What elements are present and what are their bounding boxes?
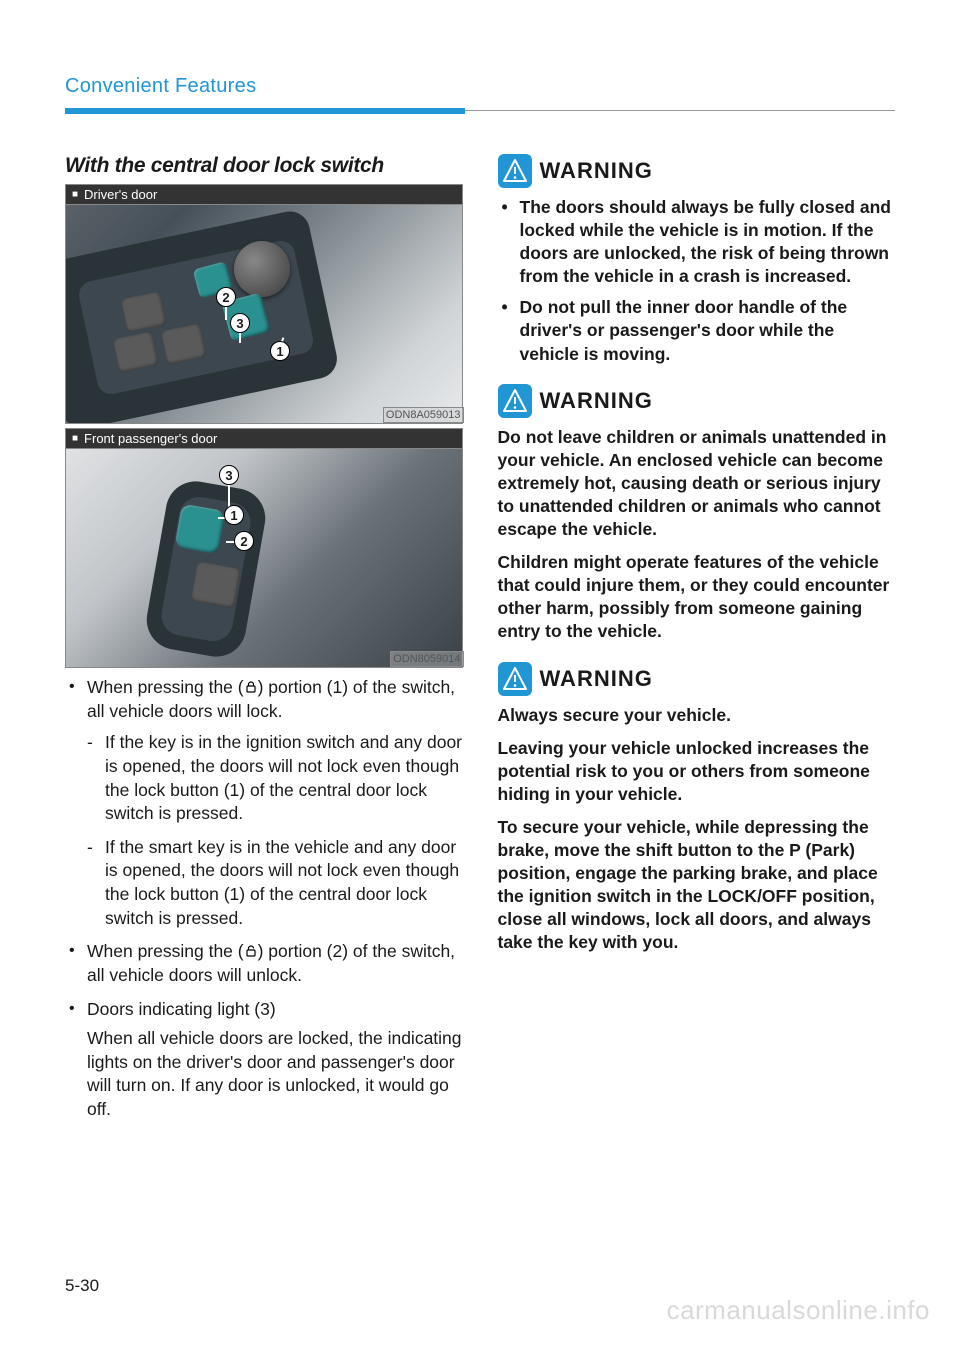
figure-image: 3 1 2 <box>65 448 463 668</box>
warning-block-3: WARNING Always secure your vehicle. Leav… <box>498 662 896 955</box>
warning-header: WARNING <box>498 662 896 696</box>
header-divider <box>65 108 895 114</box>
warning-icon <box>498 154 532 188</box>
list-item: When pressing the () portion (1) of the … <box>65 676 463 930</box>
figure-label: Front passenger's door <box>65 428 463 448</box>
unlock-icon <box>244 941 258 955</box>
warning-item: Do not pull the inner door handle of the… <box>498 296 896 365</box>
warning-block-2: WARNING Do not leave children or animals… <box>498 384 896 644</box>
watermark: carmanualsonline.info <box>667 1295 930 1326</box>
content-columns: With the central door lock switch Driver… <box>65 154 895 1132</box>
warning-item: The doors should always be fully closed … <box>498 196 896 288</box>
callout-1: 1 <box>224 505 244 525</box>
warning-block-1: WARNING The doors should always be fully… <box>498 154 896 366</box>
sub-list: If the key is in the ignition switch and… <box>87 731 463 930</box>
figure-code: ODN8059014 <box>391 652 462 666</box>
lock-icon <box>244 677 258 691</box>
warning-para: Always secure your vehicle. <box>498 704 896 727</box>
header-title: Convenient Features <box>65 75 895 98</box>
callout-2: 2 <box>216 287 236 307</box>
warning-para: To secure your vehicle, while depressing… <box>498 816 896 955</box>
callout-3: 3 <box>219 465 239 485</box>
warning-para: Do not leave children or animals unatten… <box>498 426 896 541</box>
right-column: WARNING The doors should always be fully… <box>498 154 896 1132</box>
section-title: With the central door lock switch <box>65 154 463 178</box>
sub-list-item: If the smart key is in the vehicle and a… <box>87 836 463 931</box>
list-item: When pressing the () portion (2) of the … <box>65 940 463 987</box>
warning-header: WARNING <box>498 384 896 418</box>
warning-icon <box>498 662 532 696</box>
figure-image: 2 3 1 <box>65 204 463 424</box>
list-item: Doors indicating light (3) When all vehi… <box>65 998 463 1122</box>
warning-para: Children might operate features of the v… <box>498 551 896 643</box>
warning-para: Leaving your vehicle unlocked increases … <box>498 737 896 806</box>
body-list: When pressing the () portion (1) of the … <box>65 676 463 1122</box>
warning-title: WARNING <box>540 666 653 692</box>
sub-list-item: If the key is in the ignition switch and… <box>87 731 463 826</box>
warning-header: WARNING <box>498 154 896 188</box>
callout-1: 1 <box>270 341 290 361</box>
figure-drivers-door: Driver's door 2 3 1 ODN <box>65 184 463 424</box>
warning-title: WARNING <box>540 158 653 184</box>
left-column: With the central door lock switch Driver… <box>65 154 463 1132</box>
warning-icon <box>498 384 532 418</box>
callout-2: 2 <box>234 531 254 551</box>
figure-label: Driver's door <box>65 184 463 204</box>
figure-passenger-door: Front passenger's door 3 1 2 ODN8059014 <box>65 428 463 668</box>
figure-code: ODN8A059013 <box>384 408 463 422</box>
warning-body: Do not leave children or animals unatten… <box>498 426 896 644</box>
warning-title: WARNING <box>540 388 653 414</box>
page-number: 5-30 <box>65 1276 99 1296</box>
list-para: When all vehicle doors are locked, the i… <box>87 1027 463 1122</box>
page: Convenient Features With the central doo… <box>0 0 960 1346</box>
warning-body: Always secure your vehicle. Leaving your… <box>498 704 896 955</box>
callout-3: 3 <box>230 313 250 333</box>
warning-body: The doors should always be fully closed … <box>498 196 896 366</box>
